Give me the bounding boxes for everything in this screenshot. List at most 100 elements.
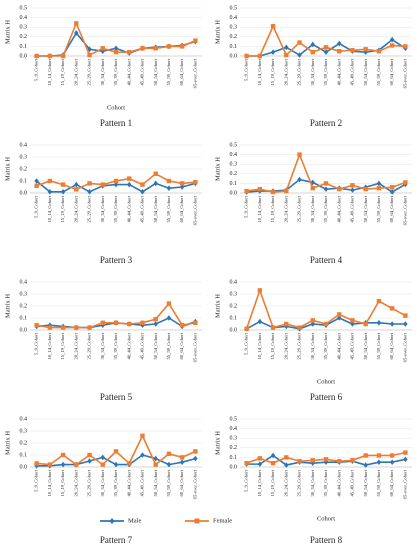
data-point [323,181,329,186]
x-tick-label: 35_39_Cohort [113,332,118,359]
x-tick-label: 50_54_Cohort [153,469,158,496]
y-tick-label: 0.3 [20,154,28,160]
data-point [403,456,408,463]
data-point [323,49,329,55]
x-tick-label: 10_14_Cohort [257,332,262,359]
y-tick-label: 0.2 [20,166,28,172]
data-point [87,181,92,186]
y-tick-label: 0.0 [20,464,28,470]
x-tick-label: 45_49_Cohort [350,469,355,496]
data-point [166,451,172,456]
data-point [244,53,249,59]
x-axis-label: Cohort [317,378,335,385]
x-tick-label: 40_44_Cohort [336,332,341,359]
x-tick-label: 10_14_Cohort [257,195,262,222]
data-point [193,455,198,462]
y-tick-label: 0.0 [230,190,238,196]
x-axis-label: Cohort [107,104,125,111]
data-point [140,182,145,187]
x-tick-label: 5_9_Cohort [244,469,249,492]
x-tick-label: 35_39_Cohort [113,469,118,496]
y-tick-label: 0.3 [230,162,238,168]
x-tick-label: 60_64_Cohort [179,58,184,85]
data-point [100,46,105,51]
y-tick-label: 0.1 [230,181,238,187]
y-tick-label: 0.2 [230,303,238,309]
data-point [389,459,395,465]
y-tick-label: 0.4 [230,152,238,158]
data-point [166,185,172,191]
x-tick-label: 30_34_Cohort [100,195,105,222]
x-tick-label: 5_9_Cohort [244,332,249,355]
data-point [60,461,66,468]
x-tick-label: 40_44_Cohort [126,469,131,496]
y-axis-label: Matrix H [4,431,11,455]
data-point [389,185,395,190]
data-point [166,315,172,321]
data-point [193,38,198,43]
data-point [113,49,119,55]
data-point [350,183,355,188]
x-tick-label: 35_39_Cohort [323,469,328,496]
x-tick-label: 65-over_Cohort [402,58,407,88]
data-point [100,320,105,325]
data-point [100,462,105,467]
data-point [60,325,66,330]
x-tick-label: 10_14_Cohort [47,332,52,359]
data-point [323,321,329,327]
x-tick-label: 65-over_Cohort [192,195,197,225]
data-point [310,186,315,191]
y-tick-label: 0.1 [230,315,238,321]
y-axis-label: Matrix H [214,294,221,318]
data-point [310,318,315,323]
x-tick-label: 55_59_Cohort [376,469,381,496]
data-point [193,320,198,325]
x-tick-label: 55_59_Cohort [166,58,171,85]
data-point [166,301,172,306]
y-tick-label: 0.4 [20,279,28,285]
x-tick-label: 15_19_Cohort [60,469,65,496]
x-tick-label: 20_24_Cohort [73,332,78,359]
data-point [87,325,92,330]
y-tick-label: 0.3 [20,428,28,434]
y-tick-label: 0.5 [230,416,238,422]
data-point [179,44,185,49]
data-point [166,461,172,468]
panel-caption: Pattern 2 [310,118,342,128]
data-point [74,30,79,36]
x-tick-label: 20_24_Cohort [283,195,288,222]
data-point [323,45,329,50]
data-point [389,321,395,327]
data-point [363,186,368,192]
x-tick-label: 55_59_Cohort [376,332,381,359]
data-point [60,452,66,458]
x-tick-label: 35_39_Cohort [323,58,328,85]
y-tick-label: 0.3 [20,25,28,31]
x-tick-label: 20_24_Cohort [73,469,78,496]
y-tick-label: 0.5 [230,5,238,11]
data-point [297,459,302,464]
y-tick-label: 0.1 [20,315,28,321]
x-tick-label: 55_59_Cohort [166,195,171,222]
data-point [297,152,302,157]
data-point [179,323,185,328]
x-tick-label: 45_49_Cohort [140,195,145,222]
data-point [74,462,79,467]
x-tick-label: 50_54_Cohort [363,58,368,85]
y-tick-label: 0.2 [230,445,238,451]
x-tick-label: 50_54_Cohort [153,58,158,85]
y-tick-label: 0.4 [20,142,28,148]
data-point [74,181,79,188]
x-tick-label: 60_64_Cohort [179,332,184,359]
x-tick-label: 15_19_Cohort [270,469,275,496]
data-point [113,449,119,454]
x-tick-label: 45_49_Cohort [140,332,145,359]
x-tick-label: 40_44_Cohort [336,58,341,85]
data-point [337,186,342,192]
data-point [166,44,172,49]
data-point [244,460,249,466]
x-tick-label: 55_59_Cohort [376,195,381,222]
y-tick-label: 0.1 [230,455,238,461]
x-tick-label: 25_29_Cohort [87,332,92,359]
data-point [270,189,276,195]
